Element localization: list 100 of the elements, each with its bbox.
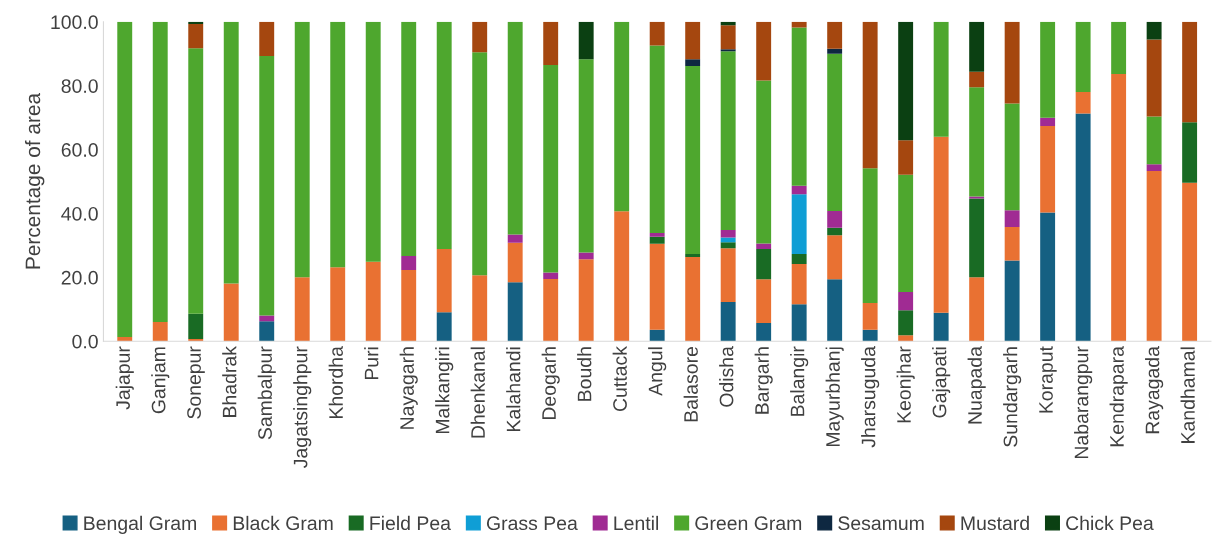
bar [756, 80, 772, 244]
bar [507, 234, 523, 243]
bar [827, 21, 843, 49]
bar [507, 21, 523, 235]
x-tick-label: Rayagada [1145, 346, 1164, 434]
x-tick-label: Bhadrak [222, 346, 237, 417]
bar [720, 25, 736, 50]
x-tick-label: Koraput [1039, 346, 1057, 413]
bar [1040, 117, 1056, 126]
legend-label: Sesamum [838, 516, 924, 531]
bar [1146, 39, 1162, 117]
bar [720, 230, 736, 238]
bar [152, 21, 168, 323]
x-tick-label: Jajapur [115, 346, 134, 410]
bar [1075, 92, 1091, 114]
bar [827, 279, 843, 342]
bar [259, 21, 275, 57]
bar [1075, 21, 1091, 93]
bar [685, 21, 701, 60]
bar [756, 279, 772, 324]
bar [294, 277, 310, 342]
bar [1146, 21, 1162, 40]
bar [401, 255, 417, 271]
bar [898, 140, 914, 175]
bar [188, 313, 204, 340]
x-tick-label: Mayurbhanj [825, 347, 844, 447]
legend-label: Mustard [961, 515, 1029, 531]
bar [1146, 171, 1162, 342]
bar [862, 302, 878, 330]
x-tick-label: Nuapada [967, 346, 986, 424]
bar [259, 315, 275, 322]
bar [649, 21, 665, 46]
x-tick-label: Balangir [790, 346, 809, 416]
x-tick-label: Sundargarh [1003, 347, 1022, 447]
y-tick-label: 60.0 [61, 143, 98, 157]
x-tick-label: Kalahandi [506, 347, 521, 431]
bar [294, 21, 310, 278]
bar [330, 21, 346, 268]
bar [188, 24, 204, 49]
bar [649, 236, 665, 244]
legend-label: Bengal Gram [84, 515, 196, 534]
bar [223, 283, 239, 342]
legend-label: Chick Pea [1066, 515, 1154, 531]
bar [543, 21, 559, 65]
bar [720, 248, 736, 302]
bar [649, 232, 665, 237]
legend-label: Field Pea [370, 515, 451, 531]
bar [969, 198, 985, 278]
bar [543, 278, 559, 342]
x-tick-label: Boudh [577, 347, 592, 401]
x-tick-label: Kandhamal [1180, 347, 1195, 443]
bar [401, 21, 417, 256]
bar [1182, 21, 1198, 123]
bar [117, 337, 133, 342]
bar [756, 248, 772, 280]
bar [1182, 122, 1198, 183]
bar [898, 174, 914, 293]
bar [720, 242, 736, 249]
bar [401, 270, 417, 342]
bar [1004, 103, 1020, 211]
bar [756, 243, 772, 249]
x-tick-label: Sonepur [187, 346, 205, 419]
bar [1040, 212, 1056, 342]
bar [1182, 182, 1198, 342]
bar [933, 312, 949, 342]
bar [436, 21, 452, 249]
bar [507, 242, 523, 283]
x-tick-label: Nayagarh [399, 347, 418, 429]
bar [152, 322, 168, 342]
bar [898, 335, 914, 342]
bar [827, 53, 843, 211]
bar [543, 272, 559, 279]
bar [259, 321, 275, 342]
bar [933, 21, 949, 137]
bar [1004, 260, 1020, 342]
x-tick-label: Sambalpur [257, 346, 276, 440]
bar [436, 312, 452, 342]
bar [969, 87, 985, 197]
bar [649, 329, 665, 342]
bar [827, 227, 843, 236]
bar [720, 301, 736, 342]
bar [543, 64, 559, 273]
bar [791, 254, 807, 264]
bar [649, 243, 665, 330]
y-tick-label: 20.0 [61, 270, 98, 285]
bar [188, 339, 204, 342]
bar [223, 21, 239, 284]
bar [685, 256, 701, 342]
x-tick-label: Jharsuguda [861, 346, 880, 448]
x-tick-label: Odisha [719, 346, 734, 407]
bar [791, 263, 807, 305]
bar [649, 45, 665, 233]
bar [969, 277, 985, 342]
bar [933, 136, 949, 313]
x-tick-label: Gajapati [932, 347, 951, 418]
bar [1146, 164, 1162, 171]
y-tick-label: 100.0 [51, 15, 98, 30]
x-tick-label: Ganjam [151, 347, 170, 414]
bar [791, 21, 807, 28]
x-tick-label: Khordha [328, 346, 343, 419]
